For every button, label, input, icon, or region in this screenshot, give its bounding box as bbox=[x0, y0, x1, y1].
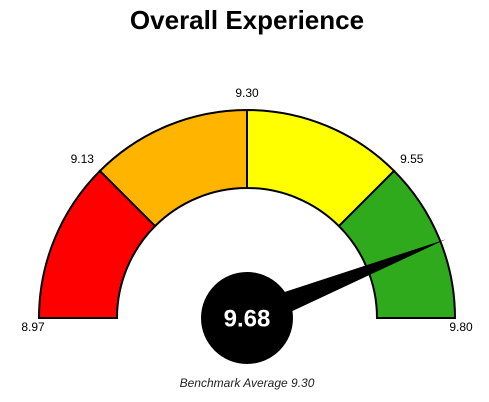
gauge-band bbox=[337, 169, 457, 319]
chart-subtitle: Benchmark Average 9.30 bbox=[180, 376, 315, 390]
tick-label: 9.30 bbox=[235, 86, 259, 100]
tick-label: 9.55 bbox=[400, 152, 424, 166]
chart-title: Overall Experience bbox=[130, 5, 364, 35]
needle bbox=[242, 239, 446, 331]
tick-label: 8.97 bbox=[21, 320, 45, 334]
needle-hub bbox=[201, 272, 293, 364]
value-label: 9.68 bbox=[224, 305, 271, 332]
tick-label: 9.80 bbox=[449, 320, 473, 334]
tick-label: 9.13 bbox=[71, 152, 95, 166]
